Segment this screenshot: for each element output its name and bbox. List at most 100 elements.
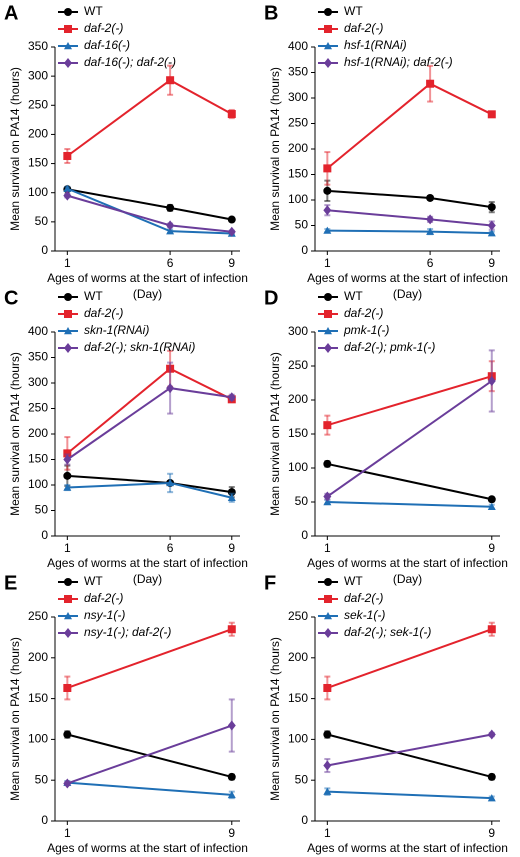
y-tick-label: 400: [288, 39, 308, 53]
y-tick-label: 350: [28, 39, 48, 53]
series-line: [66, 187, 232, 235]
y-tick-label: 200: [28, 426, 48, 440]
y-tick-label: 100: [28, 732, 48, 746]
y-tick-label: 200: [288, 392, 308, 406]
marker: [64, 42, 72, 50]
series-line: [67, 188, 232, 221]
legend-label: skn-1(RNAi): [84, 323, 149, 337]
marker: [324, 578, 332, 586]
y-tick-label: 150: [288, 691, 308, 705]
marker: [227, 110, 236, 119]
x-tick-label: 1: [64, 826, 71, 840]
marker: [426, 79, 435, 88]
marker: [323, 498, 332, 506]
marker: [323, 205, 332, 216]
panel: A 0 50 100 150 200 250 300 350 1 6 9 Mean survival o…: [4, 2, 248, 301]
y-axis-label: Mean survival on PA14 (hours): [8, 67, 22, 231]
legend-label: sek-1(-): [344, 608, 385, 622]
series-line: [327, 501, 492, 508]
x-tick-label: 1: [64, 541, 71, 555]
y-tick-label: 100: [288, 192, 308, 206]
series-line: [67, 781, 232, 796]
marker: [324, 628, 332, 638]
y-tick-label: 50: [35, 772, 49, 786]
marker: [323, 730, 332, 739]
marker: [64, 628, 72, 638]
marker: [323, 491, 332, 502]
panel: E 0 50 100 150 200 250 1 9 Mean survival on PA14 …: [4, 572, 248, 855]
series-line: [326, 82, 493, 170]
marker: [63, 454, 72, 465]
x-axis-label: Ages of worms at the start of infection: [307, 556, 508, 570]
marker: [64, 25, 72, 33]
legend-label: daf-2(-): [344, 21, 383, 35]
legend-label: pmk-1(-): [343, 323, 389, 337]
marker: [426, 214, 435, 225]
legend-label: daf-16(-); daf-2(-): [84, 55, 176, 69]
y-tick-label: 200: [288, 141, 308, 155]
x-axis-label: Ages of worms at the start of infection: [307, 271, 508, 285]
x-tick-label: 9: [488, 256, 495, 270]
marker: [64, 327, 72, 335]
marker: [64, 58, 72, 68]
marker: [64, 578, 72, 586]
marker: [324, 42, 332, 50]
y-tick-label: 300: [28, 68, 48, 82]
y-tick-label: 350: [28, 350, 48, 364]
marker: [64, 310, 72, 318]
legend-label: daf-2(-): [344, 591, 383, 605]
marker: [323, 164, 332, 173]
legend-label: WT: [84, 4, 103, 18]
series-line: [66, 387, 232, 461]
y-tick-label: 100: [288, 732, 308, 746]
legend-label: WT: [84, 289, 103, 303]
series-line: [327, 229, 492, 235]
marker: [63, 151, 72, 160]
marker: [487, 229, 496, 237]
series-line: [67, 733, 233, 778]
marker: [324, 343, 332, 353]
y-tick-label: 300: [288, 90, 308, 104]
legend-label: hsf-1(RNAi): [344, 38, 407, 52]
y-tick-label: 250: [288, 609, 308, 623]
legend-label: daf-2(-): [84, 306, 123, 320]
x-tick-label: 9: [228, 541, 235, 555]
panel: C 0 50 100 150 200 250 300 350 400 1 6 9 Mean surviva…: [4, 287, 248, 586]
marker: [487, 729, 496, 740]
marker: [324, 8, 332, 16]
y-tick-label: 150: [28, 156, 48, 170]
marker: [63, 730, 72, 739]
marker: [426, 193, 435, 202]
y-tick-label: 50: [295, 494, 309, 508]
legend-label: daf-2(-): [344, 306, 383, 320]
legend-label: nsy-1(-); daf-2(-): [84, 625, 171, 639]
legend-label: nsy-1(-): [84, 608, 125, 622]
y-tick-label: 300: [28, 375, 48, 389]
series-line: [66, 79, 233, 157]
y-tick-label: 350: [288, 65, 308, 79]
legend-label: WT: [344, 4, 363, 18]
y-tick-label: 0: [301, 528, 308, 542]
marker: [487, 203, 496, 212]
marker: [323, 683, 332, 692]
legend-label: WT: [84, 574, 103, 588]
x-tick-label: 9: [488, 541, 495, 555]
y-tick-label: 250: [28, 97, 48, 111]
y-tick-label: 100: [28, 185, 48, 199]
marker: [487, 375, 496, 386]
marker: [324, 310, 332, 318]
panel-letter: B: [264, 2, 278, 24]
y-tick-label: 300: [288, 324, 308, 338]
marker: [166, 220, 175, 231]
marker: [323, 421, 332, 430]
x-axis-label: (Day): [133, 572, 162, 586]
y-tick-label: 0: [301, 813, 308, 827]
series-line: [327, 375, 493, 427]
marker: [63, 778, 72, 789]
series-line: [327, 733, 493, 778]
series-line: [327, 462, 492, 501]
marker: [426, 227, 435, 235]
marker: [227, 493, 236, 501]
panel: F 0 50 100 150 200 250 1 9 Mean survival on PA14 …: [264, 572, 508, 855]
